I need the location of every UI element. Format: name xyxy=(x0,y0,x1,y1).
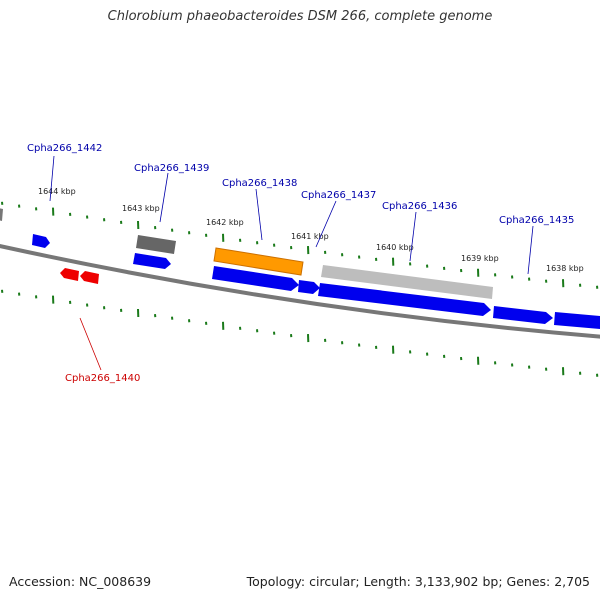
leader-line xyxy=(527,225,534,275)
leader-line xyxy=(79,317,102,371)
accession-text: Accession: NC_008639 xyxy=(9,574,152,589)
gene-label-1438[interactable]: Cpha266_1438 xyxy=(222,178,297,189)
genome-summary-text: Topology: circular; Length: 3,133,902 bp… xyxy=(246,574,590,589)
gene-label-1437[interactable]: Cpha266_1437 xyxy=(301,190,376,201)
leader-line xyxy=(409,211,417,262)
kbp-label: 1638 kbp xyxy=(546,264,584,273)
gene-label-1442[interactable]: Cpha266_1442 xyxy=(27,143,102,154)
gene-1440-arrow[interactable] xyxy=(80,271,99,284)
kbp-label: 1640 kbp xyxy=(376,243,414,252)
gene-1440-arrow[interactable] xyxy=(60,268,79,281)
gene-label-1440[interactable]: Cpha266_1440 xyxy=(65,373,140,384)
map-title: Chlorobium phaeobacteroides DSM 266, com… xyxy=(107,9,493,24)
kbp-label: 1644 kbp xyxy=(38,187,76,196)
gene-1436-block[interactable] xyxy=(321,265,493,299)
gene-1442-block[interactable] xyxy=(0,208,3,221)
gene-arrow[interactable] xyxy=(298,280,320,294)
genome-backbone xyxy=(0,244,600,339)
leader-line xyxy=(315,200,337,248)
gene-1439-block[interactable] xyxy=(136,235,176,254)
leader-line xyxy=(255,188,263,241)
gene-arrow[interactable] xyxy=(318,283,491,316)
gene-arrow[interactable] xyxy=(493,306,553,324)
kbp-label: 1642 kbp xyxy=(206,218,244,227)
gene-label-1435[interactable]: Cpha266_1435 xyxy=(499,215,574,226)
gene-label-1439[interactable]: Cpha266_1439 xyxy=(134,163,209,174)
leader-line xyxy=(159,172,169,223)
gene-arrow[interactable] xyxy=(212,266,299,291)
outer-tick-ring xyxy=(1,201,599,289)
gene-1438-block[interactable] xyxy=(213,247,304,276)
kbp-label: 1641 kbp xyxy=(291,232,329,241)
kbp-label: 1643 kbp xyxy=(122,204,160,213)
inner-tick-ring xyxy=(1,289,599,377)
gene-arrow[interactable] xyxy=(133,253,171,269)
leader-line xyxy=(49,155,55,202)
gene-label-1436[interactable]: Cpha266_1436 xyxy=(382,201,457,212)
gene-arrow[interactable] xyxy=(554,312,600,329)
kbp-label: 1639 kbp xyxy=(461,254,499,263)
gene-arrow[interactable] xyxy=(32,234,50,248)
